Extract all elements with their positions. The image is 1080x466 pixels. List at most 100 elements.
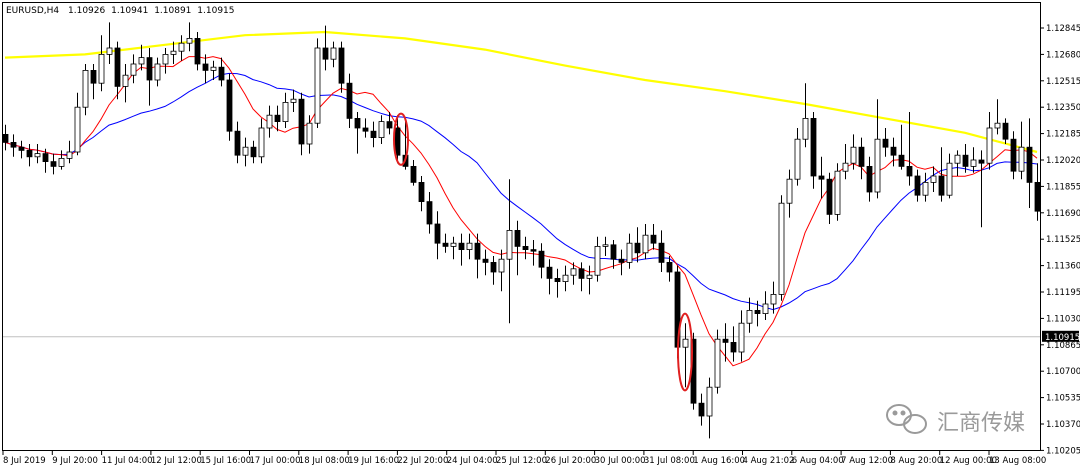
bear-candle-body [146, 57, 153, 81]
header-open: 1.10926 [68, 6, 105, 16]
bear-candle-body [546, 266, 553, 279]
candle [42, 148, 49, 173]
bear-candle-body [226, 79, 233, 132]
candle [1002, 118, 1009, 144]
candle [762, 291, 769, 320]
x-tick-label: 9 Jul 20:00 [52, 456, 98, 466]
x-tick-label: 30 Jul 00:00 [595, 456, 646, 466]
bull-candle-body [850, 146, 857, 164]
bull-candle-body [930, 175, 937, 183]
plot-area [2, 2, 1041, 451]
candle [986, 112, 993, 170]
bear-candle-body [114, 47, 121, 87]
candle [210, 60, 217, 80]
candle [178, 35, 185, 61]
candle [1018, 121, 1025, 180]
candle [642, 224, 649, 260]
y-tick-label: 1.12845 [1046, 24, 1080, 34]
candle [746, 297, 753, 333]
bear-candle-body [202, 63, 209, 71]
candle [914, 169, 921, 202]
candle [282, 92, 289, 128]
bear-candle-body [818, 175, 825, 180]
bear-candle-body [634, 242, 641, 254]
candle [618, 249, 625, 276]
candle [954, 150, 961, 176]
x-tick-label: 15 Jul 16:00 [200, 456, 251, 466]
x-tick-label: 19 Jul 16:00 [348, 456, 399, 466]
bull-candle-body [794, 138, 801, 180]
bull-candle-body [778, 202, 785, 295]
symbol-label: EURUSD,H4 [6, 6, 59, 16]
candle [34, 144, 41, 164]
bull-candle-body [506, 229, 513, 260]
y-tick-label: 1.12020 [1046, 156, 1080, 166]
candle [458, 233, 465, 266]
candle [10, 134, 17, 157]
bull-candle-body [330, 47, 337, 60]
candle [1026, 118, 1033, 208]
bull-candle-body [786, 178, 793, 204]
candle [426, 192, 433, 234]
candle [50, 153, 57, 175]
bear-candle-body [826, 178, 833, 215]
bull-candle-body [82, 70, 89, 108]
bear-candle-body [490, 261, 497, 273]
candle [202, 54, 209, 84]
slow-ma-line [4, 72, 1038, 311]
candle [714, 329, 721, 394]
bear-candle-body [386, 121, 393, 129]
bear-candle-body [866, 165, 873, 193]
bull-candle-body [306, 122, 313, 145]
bear-candle-body [650, 234, 657, 244]
bull-candle-body [746, 309, 753, 324]
candle [434, 211, 441, 260]
y-tick-label: 1.12350 [1046, 103, 1080, 113]
bear-candle-body [434, 223, 441, 244]
candle [106, 22, 113, 64]
bear-candle-body [426, 201, 433, 225]
bull-candle-body [210, 66, 217, 71]
x-tick-label: 17 Jul 00:00 [250, 456, 301, 466]
candle [794, 128, 801, 186]
current-price-badge [1042, 330, 1079, 342]
candle [258, 118, 265, 164]
x-tick-label: 22 Jul 20:00 [397, 456, 448, 466]
y-tick-label: 1.11690 [1046, 209, 1080, 219]
candle [298, 92, 305, 156]
y-tick-label: 1.12185 [1046, 130, 1080, 140]
y-tick-label: 1.10370 [1046, 420, 1080, 430]
bull-candle-body [186, 38, 193, 44]
annotation-ellipse [677, 312, 693, 392]
y-tick-label: 1.11030 [1046, 314, 1080, 324]
candle [970, 147, 977, 173]
bull-candle-body [770, 293, 777, 305]
bull-candle-body [74, 106, 81, 153]
bear-candle-body [978, 159, 985, 164]
candle [626, 233, 633, 269]
candle [290, 89, 297, 112]
bull-candle-body [802, 118, 809, 140]
bull-candle-body [682, 338, 689, 348]
header-close: 1.10915 [197, 6, 234, 16]
candles [2, 22, 1041, 439]
candle [850, 134, 857, 170]
candle [474, 233, 481, 279]
candle [874, 99, 881, 199]
candle [514, 220, 521, 276]
current-price-label: 1.10915 [1045, 333, 1080, 343]
bull-candle-body [242, 146, 249, 156]
bear-candle-body [810, 118, 817, 177]
bull-candle-body [290, 98, 297, 103]
candle [562, 265, 569, 292]
bull-candle-body [154, 63, 161, 81]
bull-candle-body [762, 303, 769, 314]
candle [130, 54, 137, 84]
bear-candle-body [578, 268, 585, 279]
moving-averages [4, 30, 1038, 367]
bear-candle-body [42, 153, 49, 163]
candle [738, 310, 745, 362]
bear-candle-body [914, 175, 921, 196]
candle [266, 105, 273, 138]
